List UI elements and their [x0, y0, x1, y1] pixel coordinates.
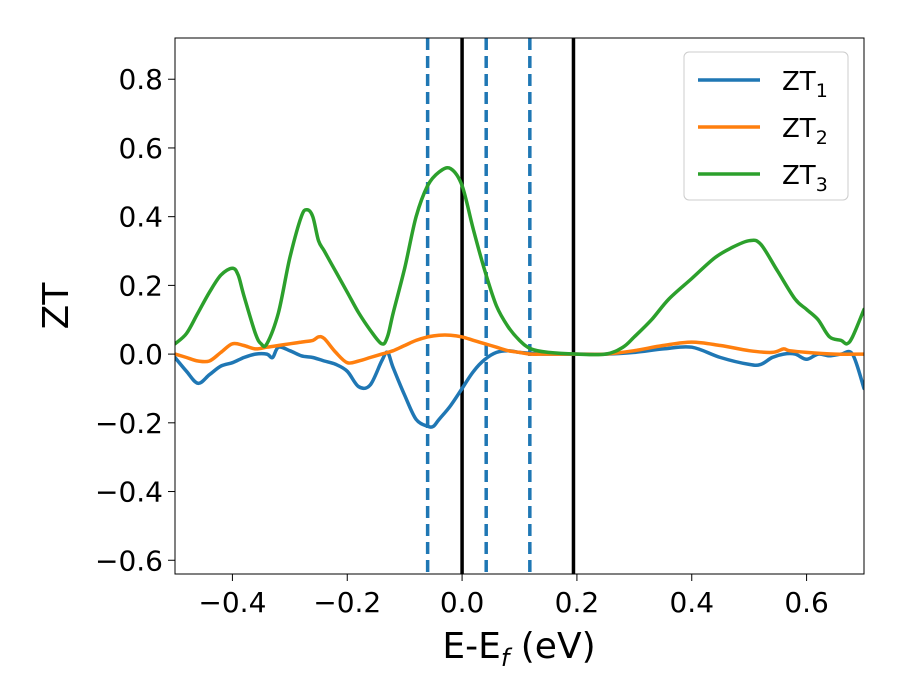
y-tick-label: 0.2: [118, 269, 163, 302]
legend-box: [683, 51, 849, 201]
plot-area: [175, 38, 864, 574]
y-tick-label: 0.8: [118, 63, 163, 96]
x-tick-label: 0.6: [784, 586, 829, 619]
y-tick-label: −0.6: [95, 544, 163, 577]
y-tick-label: 0.4: [118, 201, 163, 234]
legend: ZT1 ZT2 ZT3: [683, 51, 849, 201]
x-axis-title: E-Ef (eV): [442, 626, 595, 672]
legend-label-zt3: ZT3: [782, 161, 828, 196]
legend-label-zt2: ZT2: [782, 114, 828, 149]
x-tick-label: −0.4: [198, 586, 266, 619]
y-tick-label: −0.4: [95, 476, 163, 509]
axes: −0.4 −0.2 0.0 0.2 0.4 0.6 −0.6 −0.4 −0.2 0.0 0.2 0.…: [95, 37, 865, 619]
series-line-zt3: [175, 166, 864, 357]
plot-frame: [174, 37, 865, 575]
series-line-zt1: [175, 345, 864, 429]
y-tick-label: 0.6: [118, 132, 163, 165]
y-axis-title: ZT: [36, 282, 77, 330]
y-tick-label: −0.2: [95, 407, 163, 440]
x-tick-label: −0.2: [313, 586, 381, 619]
x-tick-label: 0.4: [669, 586, 714, 619]
y-tick-label: 0.0: [118, 338, 163, 371]
x-tick-label: 0.2: [555, 586, 600, 619]
x-tick-label: 0.0: [440, 586, 485, 619]
legend-label-zt1: ZT1: [782, 67, 828, 102]
